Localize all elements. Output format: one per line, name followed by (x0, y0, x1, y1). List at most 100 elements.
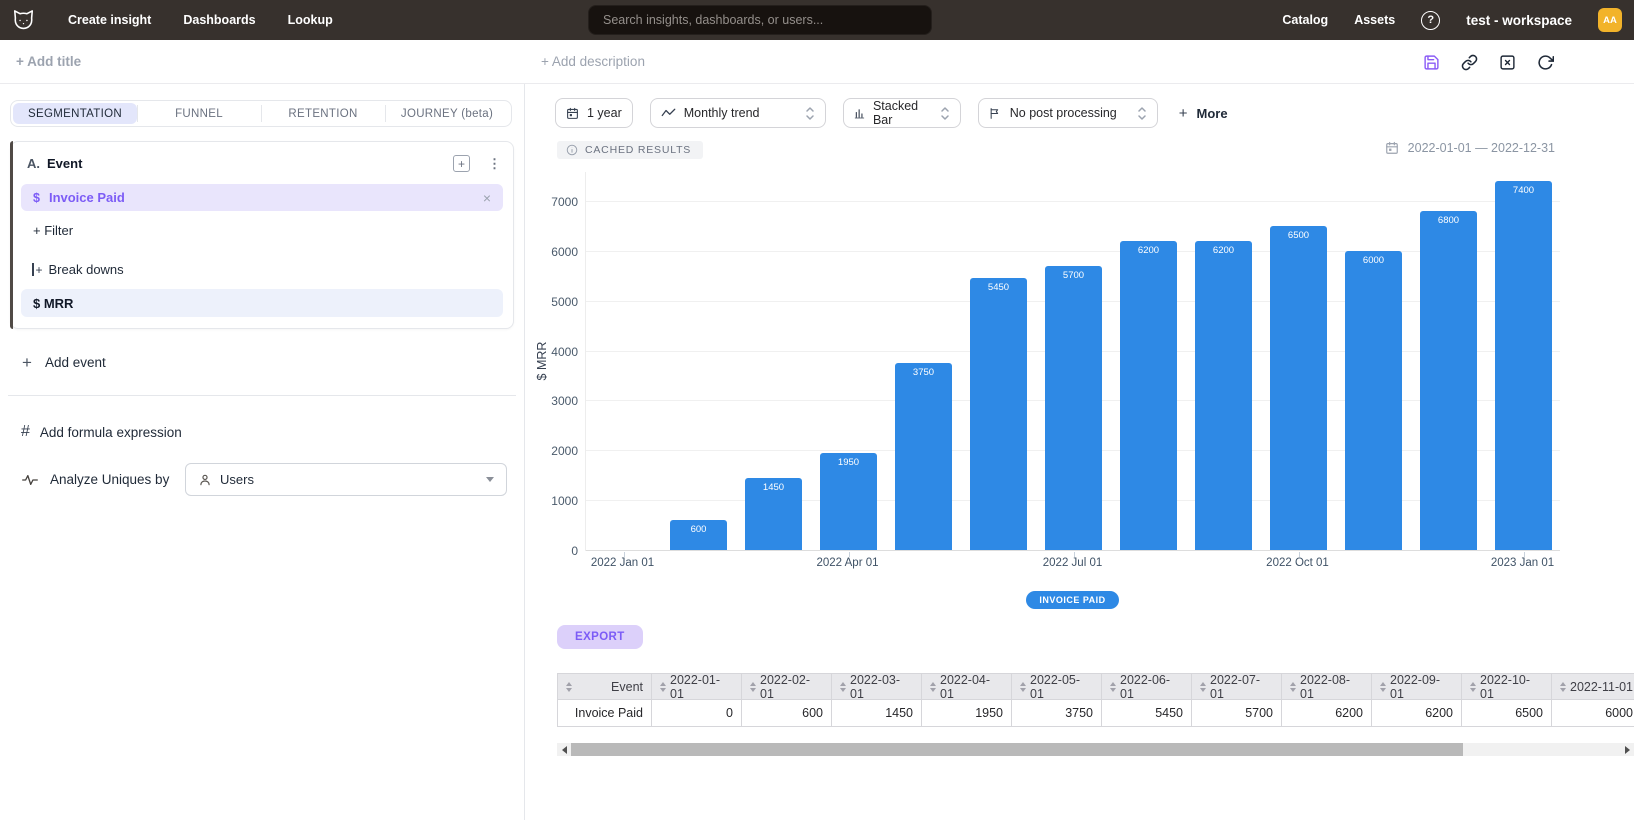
scroll-right-arrow-icon[interactable] (1620, 743, 1634, 756)
sort-icon[interactable] (1290, 681, 1296, 692)
analysis-tabs: SEGMENTATION FUNNEL RETENTION JOURNEY (b… (10, 100, 512, 127)
x-axis-tick-label: 2023 Jan 01 (1490, 557, 1555, 569)
column-header-label: 2022-10-01 (1480, 673, 1531, 701)
sort-icon[interactable] (750, 681, 756, 692)
y-tick-label: 3000 (551, 394, 578, 409)
bar-2022-10-01: 6500 (1270, 225, 1327, 550)
column-header-2022-02-01[interactable]: 2022-02-01 (741, 673, 831, 701)
column-header-2022-10-01[interactable]: 2022-10-01 (1461, 673, 1551, 701)
global-search-input[interactable] (588, 5, 932, 35)
selected-event-row[interactable]: $ Invoice Paid × (21, 184, 503, 211)
tab-funnel[interactable]: FUNNEL (137, 103, 261, 124)
chart-type-select[interactable]: Stacked Bar (842, 98, 961, 128)
nav-item-create-insight[interactable]: Create insight (68, 13, 152, 27)
trend-select[interactable]: Monthly trend (649, 98, 826, 128)
column-header-2022-08-01[interactable]: 2022-08-01 (1281, 673, 1371, 701)
add-event-button[interactable]: + Add event (22, 354, 106, 371)
sort-icon[interactable] (1560, 681, 1566, 692)
column-header-2022-03-01[interactable]: 2022-03-01 (831, 673, 921, 701)
table-cell: 1950 (921, 700, 1011, 727)
plus-icon: + (22, 353, 32, 372)
sort-icon[interactable] (1110, 681, 1116, 692)
scrollbar-track[interactable] (571, 743, 1620, 756)
gridline (586, 250, 1560, 252)
column-header-2022-06-01[interactable]: 2022-06-01 (1101, 673, 1191, 701)
workspace-name[interactable]: test - workspace (1466, 12, 1572, 28)
sort-icon[interactable] (840, 681, 846, 692)
column-header-Event[interactable]: Event (557, 673, 651, 700)
table-cell: 6500 (1461, 700, 1551, 727)
tab-retention[interactable]: RETENTION (261, 103, 385, 124)
x-axis-tick-label: 2022 Jul 01 (1042, 557, 1103, 569)
sort-icon[interactable] (660, 681, 666, 692)
avatar[interactable]: AA (1598, 8, 1622, 32)
sort-icon[interactable] (930, 681, 936, 692)
sort-icon[interactable] (566, 681, 572, 692)
scrollbar-thumb[interactable] (571, 743, 1463, 756)
column-header-2022-11-01[interactable]: 2022-11-01 (1551, 673, 1634, 700)
cat-logo-icon[interactable] (10, 7, 36, 33)
column-header-2022-07-01[interactable]: 2022-07-01 (1191, 673, 1281, 701)
result-meta-row: CACHED RESULTS 2022-01-01 — 2022-12-31 (557, 141, 1555, 160)
column-header-2022-04-01[interactable]: 2022-04-01 (921, 673, 1011, 701)
bar-value-label: 600 (690, 524, 707, 536)
breakdowns-button[interactable]: + Break downs (32, 262, 124, 277)
result-date-range[interactable]: 2022-01-01 — 2022-12-31 (1385, 141, 1555, 155)
column-header-label: 2022-07-01 (1210, 673, 1261, 701)
x-square-icon-button[interactable] (1498, 53, 1516, 71)
column-header-2022-01-01[interactable]: 2022-01-01 (651, 673, 741, 701)
bar-value-label: 6200 (1212, 244, 1235, 256)
more-button[interactable]: + More (1179, 105, 1228, 122)
sort-icon[interactable] (1380, 681, 1386, 692)
scroll-left-arrow-icon[interactable] (557, 743, 571, 756)
column-header-label: 2022-04-01 (940, 673, 991, 701)
column-header-2022-05-01[interactable]: 2022-05-01 (1011, 673, 1101, 701)
select-chevrons-icon (940, 106, 950, 121)
event-menu-icon[interactable]: ⋮ (488, 156, 501, 171)
date-range-button[interactable]: 1 year (555, 98, 633, 128)
add-formula-button[interactable]: # Add formula expression (21, 423, 182, 441)
add-title-button[interactable]: + Add title (16, 54, 82, 69)
bar-2022-07-01: 5700 (1045, 265, 1102, 550)
tab-journey[interactable]: JOURNEY (beta) (385, 103, 509, 124)
results-table: Event 2022-01-01 2022-02-01 2022-03-01 2022-… (557, 673, 1634, 727)
post-processing-select[interactable]: No post processing (977, 98, 1158, 128)
nav-item-lookup[interactable]: Lookup (287, 13, 333, 27)
help-icon[interactable]: ? (1421, 10, 1441, 30)
nav-item-dashboards[interactable]: Dashboards (183, 13, 256, 27)
add-formula-label: Add formula expression (39, 424, 182, 440)
column-header-2022-09-01[interactable]: 2022-09-01 (1371, 673, 1461, 701)
results-panel: 1 year Monthly trend Stacked Bar No post… (526, 84, 1634, 820)
add-event-label: Add event (44, 355, 106, 370)
measure-row-mrr[interactable]: $ MRR (21, 289, 503, 317)
sort-icon[interactable] (1200, 681, 1206, 692)
save-icon-button[interactable] (1422, 53, 1440, 71)
link-icon-button[interactable] (1460, 53, 1478, 71)
waveform-icon (22, 473, 38, 487)
table-cell: 5450 (1101, 700, 1191, 727)
bar-value-label: 1950 (837, 456, 860, 468)
horizontal-scrollbar[interactable] (557, 743, 1634, 756)
table-header-row: Event 2022-01-01 2022-02-01 2022-03-01 2022-… (557, 673, 1634, 701)
sort-icon[interactable] (1470, 681, 1476, 692)
row-event-name: Invoice Paid (557, 700, 651, 727)
remove-event-icon[interactable]: × (482, 189, 491, 206)
sort-icon[interactable] (1020, 681, 1026, 692)
duplicate-event-icon[interactable]: + (453, 155, 470, 172)
export-button[interactable]: EXPORT (557, 625, 643, 649)
add-filter-button[interactable]: + Filter (33, 223, 74, 238)
legend-invoice-paid[interactable]: INVOICE PAID (1026, 591, 1119, 609)
result-date-range-value: 2022-01-01 — 2022-12-31 (1407, 141, 1555, 155)
nav-item-assets[interactable]: Assets (1354, 13, 1396, 27)
uniques-entity-select[interactable]: Users (185, 463, 507, 496)
add-description-button[interactable]: + Add description (541, 54, 645, 69)
breakdown-icon: + (32, 263, 43, 276)
bar-value-label: 6500 (1287, 229, 1310, 241)
date-range-value: 1 year (587, 106, 622, 120)
refresh-icon-button[interactable] (1536, 53, 1554, 71)
gridline (586, 200, 1560, 202)
tab-segmentation[interactable]: SEGMENTATION (13, 103, 137, 124)
nav-item-catalog[interactable]: Catalog (1282, 13, 1329, 27)
bar-2022-12-01: 6800 (1420, 210, 1477, 550)
bar-2022-02-01: 600 (670, 520, 727, 550)
